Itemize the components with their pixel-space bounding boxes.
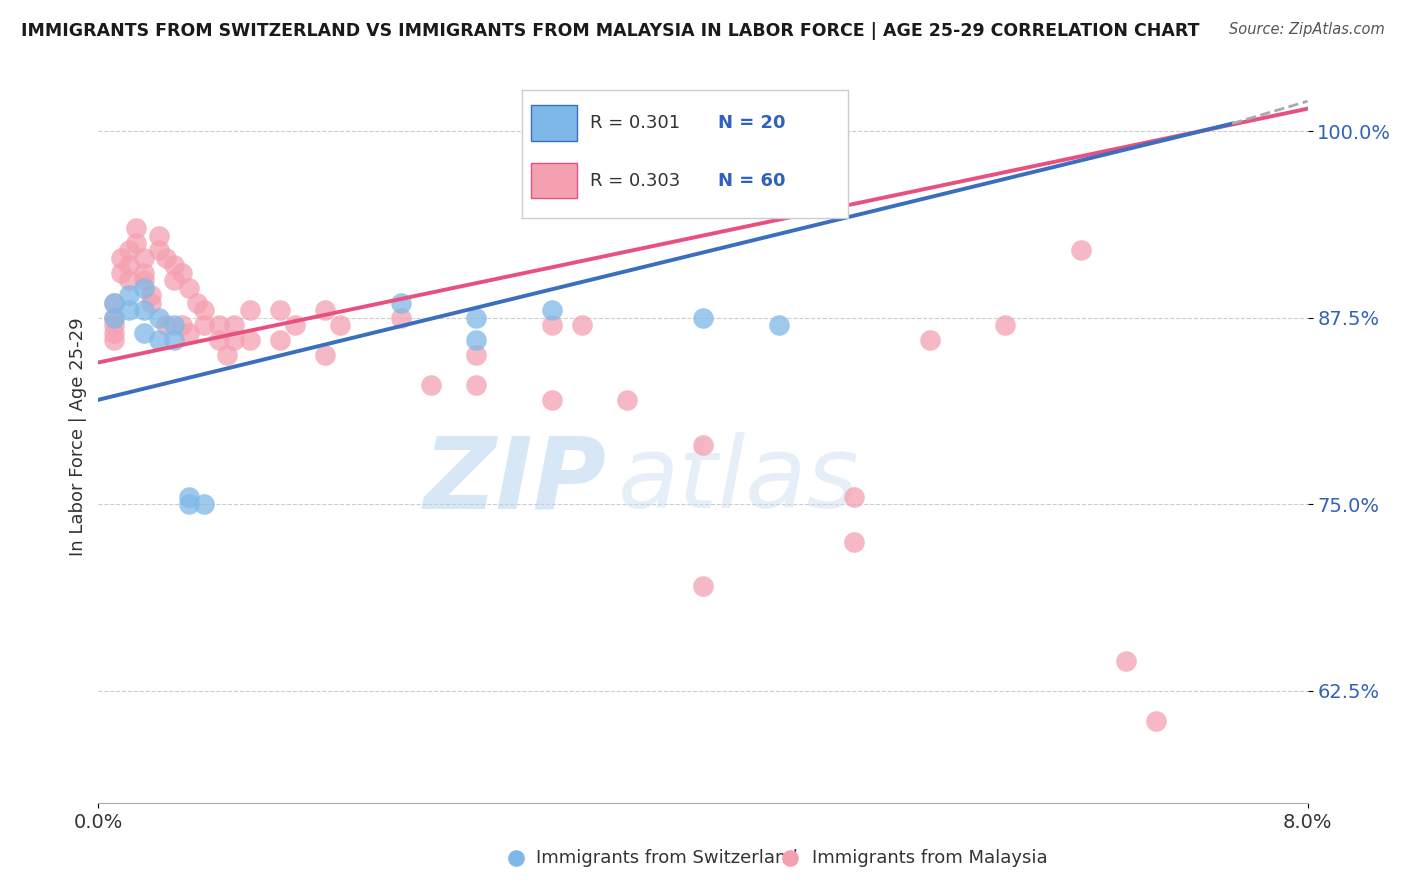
Point bbox=[132, 281, 155, 295]
Point bbox=[125, 221, 148, 235]
Point bbox=[239, 303, 262, 318]
Point bbox=[179, 326, 201, 340]
Point bbox=[1070, 244, 1092, 258]
Point bbox=[844, 534, 866, 549]
Point bbox=[170, 318, 193, 332]
Point bbox=[179, 281, 201, 295]
Point bbox=[465, 333, 488, 347]
Point bbox=[118, 303, 141, 318]
Point bbox=[103, 310, 125, 325]
Point bbox=[110, 251, 132, 265]
Point bbox=[571, 318, 593, 332]
Point bbox=[141, 295, 163, 310]
Point bbox=[540, 303, 562, 318]
Text: Immigrants from Malaysia: Immigrants from Malaysia bbox=[811, 848, 1047, 867]
Y-axis label: In Labor Force | Age 25-29: In Labor Force | Age 25-29 bbox=[69, 318, 87, 557]
Point bbox=[103, 295, 125, 310]
Point bbox=[132, 326, 155, 340]
Point bbox=[103, 333, 125, 347]
Point bbox=[110, 266, 132, 280]
Text: atlas: atlas bbox=[619, 433, 860, 530]
Point bbox=[148, 244, 170, 258]
Point bbox=[994, 318, 1017, 332]
Point bbox=[314, 303, 336, 318]
Point bbox=[163, 333, 186, 347]
Point bbox=[163, 318, 186, 332]
Point bbox=[215, 348, 238, 362]
Point bbox=[132, 251, 155, 265]
Point bbox=[224, 318, 246, 332]
Point bbox=[692, 437, 714, 451]
Point bbox=[163, 259, 186, 273]
Point bbox=[844, 490, 866, 504]
Point bbox=[918, 333, 941, 347]
Point bbox=[284, 318, 307, 332]
Point bbox=[118, 288, 141, 302]
Point bbox=[103, 310, 125, 325]
Point bbox=[163, 273, 186, 287]
Point bbox=[148, 333, 170, 347]
Point bbox=[465, 377, 488, 392]
Point bbox=[118, 244, 141, 258]
Point bbox=[193, 497, 215, 511]
Point bbox=[465, 310, 488, 325]
Point bbox=[118, 259, 141, 273]
Point bbox=[208, 333, 231, 347]
Point bbox=[193, 318, 215, 332]
Point bbox=[465, 348, 488, 362]
Point bbox=[125, 235, 148, 250]
Point bbox=[132, 266, 155, 280]
Text: ZIP: ZIP bbox=[423, 433, 606, 530]
Point bbox=[692, 579, 714, 593]
Point bbox=[540, 318, 562, 332]
Point bbox=[103, 318, 125, 332]
Point bbox=[170, 266, 193, 280]
Text: Source: ZipAtlas.com: Source: ZipAtlas.com bbox=[1229, 22, 1385, 37]
Point bbox=[103, 326, 125, 340]
Point bbox=[148, 228, 170, 243]
Point bbox=[269, 333, 291, 347]
Point bbox=[420, 377, 443, 392]
Point bbox=[269, 303, 291, 318]
Point bbox=[193, 303, 215, 318]
Point bbox=[540, 392, 562, 407]
Text: Immigrants from Switzerland: Immigrants from Switzerland bbox=[536, 848, 797, 867]
Point bbox=[155, 318, 177, 332]
Point bbox=[179, 490, 201, 504]
Point bbox=[616, 392, 638, 407]
Point bbox=[329, 318, 352, 332]
Point bbox=[208, 318, 231, 332]
Point bbox=[389, 295, 412, 310]
Point bbox=[239, 333, 262, 347]
Point bbox=[103, 295, 125, 310]
Text: IMMIGRANTS FROM SWITZERLAND VS IMMIGRANTS FROM MALAYSIA IN LABOR FORCE | AGE 25-: IMMIGRANTS FROM SWITZERLAND VS IMMIGRANT… bbox=[21, 22, 1199, 40]
Point bbox=[389, 310, 412, 325]
Point bbox=[768, 318, 790, 332]
Point bbox=[132, 273, 155, 287]
Point bbox=[148, 310, 170, 325]
Point bbox=[224, 333, 246, 347]
Point bbox=[692, 310, 714, 325]
Point bbox=[132, 303, 155, 318]
Point bbox=[1115, 654, 1137, 668]
Point bbox=[314, 348, 336, 362]
Point bbox=[155, 251, 177, 265]
Point bbox=[179, 497, 201, 511]
Point bbox=[118, 273, 141, 287]
Point bbox=[1146, 714, 1168, 728]
Point bbox=[186, 295, 208, 310]
Point bbox=[141, 288, 163, 302]
